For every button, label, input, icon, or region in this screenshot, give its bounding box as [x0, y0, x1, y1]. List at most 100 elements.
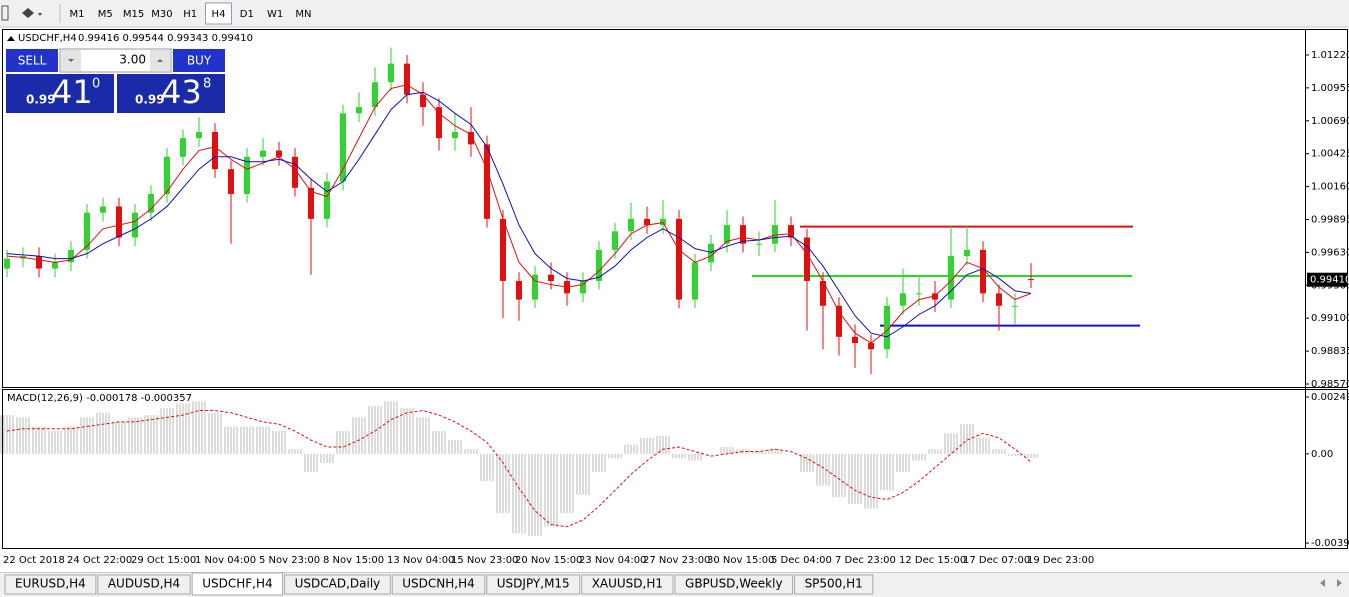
x-tick-label: 15 Nov 23:00 [451, 555, 518, 566]
x-tick-label: 12 Dec 15:00 [899, 555, 966, 566]
candle-body [532, 274, 538, 300]
tab-scroll[interactable] [1320, 579, 1342, 587]
ask-box[interactable] [117, 74, 225, 113]
candle-body [212, 131, 218, 170]
candle-body [4, 258, 10, 269]
chart-title: USDCHF,H4 [18, 33, 77, 44]
timeframe-button[interactable]: MN [295, 9, 311, 20]
candle-body [772, 225, 778, 244]
x-tick-label: 23 Nov 04:00 [579, 555, 646, 566]
tab[interactable] [794, 574, 874, 595]
macd-panel [2, 389, 1348, 549]
candle-body [996, 293, 1002, 306]
tab-label: XAUUSD,H1 [592, 577, 663, 591]
candle-body [260, 150, 266, 157]
candle-body [292, 156, 298, 188]
timeframe-button[interactable]: M5 [98, 9, 113, 20]
candle-body [948, 256, 954, 300]
candle-body [452, 131, 458, 139]
down-arrow [68, 59, 74, 62]
candle-body [596, 249, 602, 281]
y-tick-label: 1.01220 [1311, 50, 1349, 61]
tab[interactable] [97, 574, 191, 595]
timeframe-button[interactable]: M1 [70, 9, 85, 20]
candle-body [484, 144, 490, 219]
sell-button[interactable] [6, 49, 58, 72]
candle-body [660, 218, 666, 226]
bid-pips: 41 [52, 73, 93, 111]
tab-label: USDJPY,M15 [497, 577, 570, 591]
candle-body [852, 336, 858, 344]
tab-label: EURUSD,H4 [15, 577, 86, 591]
toolbar-icon[interactable] [1, 5, 9, 21]
x-tick-label: 24 Oct 22:00 [67, 555, 132, 566]
candle-body [116, 206, 122, 238]
tab[interactable] [391, 574, 486, 595]
candle-body [884, 305, 890, 350]
y-tick-label: 0.98835 [1311, 346, 1349, 357]
timeframe-button[interactable]: M30 [151, 9, 172, 20]
plot: 1.012201.009551.006901.004251.001600.998… [0, 47, 1349, 566]
volume-field[interactable] [59, 48, 172, 73]
sell-label: SELL [18, 54, 47, 68]
toolbar-icon[interactable] [22, 8, 42, 18]
candle-body [1028, 278, 1034, 280]
bid-box[interactable] [6, 74, 114, 113]
candle-body [740, 225, 746, 244]
timeframe-button[interactable]: H1 [183, 9, 197, 20]
active-tab[interactable] [191, 572, 284, 596]
y-tick-label: 1.00955 [1311, 83, 1349, 94]
tab[interactable] [486, 574, 581, 595]
y-tick-label: 0.99100 [1311, 313, 1349, 324]
candle-body [836, 305, 842, 337]
tab[interactable] [284, 574, 391, 595]
tab-label: SP500,H1 [805, 577, 863, 591]
candle-body [36, 256, 42, 269]
candle-body [308, 187, 314, 219]
candle-body [84, 212, 90, 250]
tab-label: USDCAD,Daily [295, 577, 381, 591]
main-panel [2, 29, 1348, 388]
candle-body [644, 218, 650, 226]
candle-body [276, 150, 282, 157]
tab-label: GBPUSD,Weekly [685, 577, 783, 591]
timeframe-button[interactable]: W1 [267, 9, 283, 20]
y-tick-label: 0.99630 [1311, 247, 1349, 258]
x-tick-label: 7 Dec 23:00 [835, 555, 896, 566]
candle-body [404, 63, 410, 95]
candle-body [676, 218, 682, 300]
active-timeframe [205, 2, 232, 25]
tab[interactable] [4, 574, 97, 595]
candle-body [148, 194, 154, 213]
tab[interactable] [674, 574, 794, 595]
timeframe-button[interactable]: H4 [212, 9, 226, 20]
candle-body [612, 231, 618, 250]
timeframe-button[interactable]: D1 [240, 9, 254, 20]
candle-body [420, 94, 426, 108]
tab[interactable] [581, 574, 674, 595]
y-tick-label: 0.002492 [1311, 392, 1349, 403]
candle-body [820, 280, 826, 306]
x-tick-label: 22 Oct 2018 [3, 555, 65, 566]
collapse-icon[interactable] [7, 36, 15, 41]
y-tick-label: -0.003913 [1311, 538, 1349, 549]
candle-body [964, 249, 970, 257]
candle-body [244, 156, 250, 195]
candle-body [436, 107, 442, 139]
timeframe-button[interactable]: M15 [123, 9, 144, 20]
x-tick-label: 29 Oct 15:00 [131, 555, 196, 566]
buy-button[interactable] [173, 49, 225, 72]
candle-body [468, 131, 474, 145]
candle-body [372, 82, 378, 108]
trade-panel: SELL 3.00 BUY 0.99 41 0 0.99 43 8 [6, 48, 225, 113]
candle-body [356, 107, 362, 114]
candle-body [692, 262, 698, 300]
y-tick-label: 0.00 [1311, 449, 1333, 460]
candle-body [548, 274, 554, 281]
candle-body [180, 138, 186, 157]
x-tick-label: 27 Nov 23:00 [643, 555, 710, 566]
tab-label: USDCHF,H4 [202, 577, 272, 591]
tabs: EURUSD,H4 AUDUSD,H4 USDCHF,H4 USDCAD,Daily U… [4, 572, 874, 596]
candle-body [580, 280, 586, 294]
ask-fraction: 8 [203, 77, 211, 92]
